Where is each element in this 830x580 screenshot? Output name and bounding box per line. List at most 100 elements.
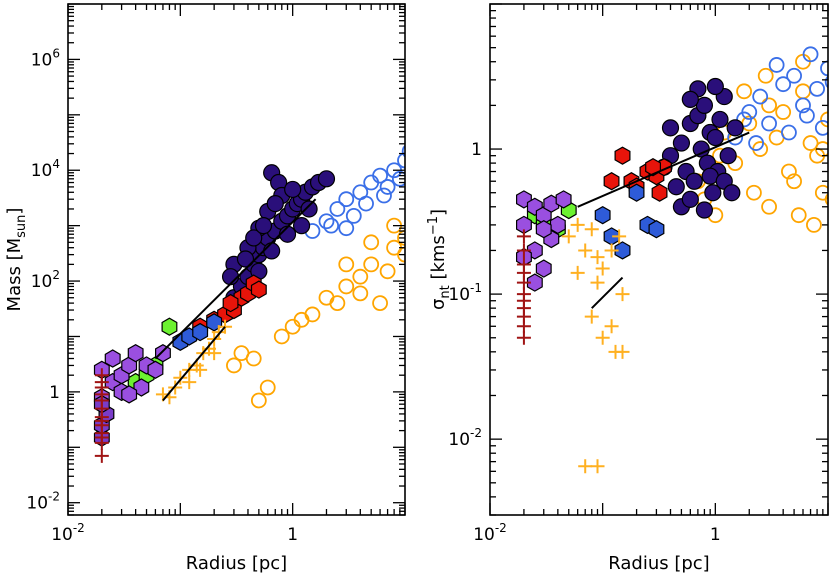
tick-label: 1	[710, 525, 721, 545]
data-point	[762, 98, 776, 112]
x-axis-label: Radius [pc]	[186, 553, 287, 574]
data-point	[499, 130, 513, 144]
data-point	[510, 120, 524, 134]
tick-label: 1	[471, 140, 482, 160]
data-point	[668, 179, 684, 195]
data-point	[339, 279, 353, 293]
data-point	[585, 222, 599, 236]
data-point	[549, 94, 563, 108]
data-point	[517, 229, 531, 243]
data-point	[605, 319, 619, 333]
data-point	[591, 459, 605, 473]
data-point	[407, 279, 421, 293]
y-axis-label: σnt [kms−1]	[426, 209, 453, 310]
data-point	[596, 331, 610, 345]
data-point	[421, 155, 435, 169]
data-point	[787, 69, 801, 83]
data-point	[364, 235, 378, 249]
data-point	[459, 202, 473, 216]
x-axis-label: Radius [pc]	[608, 553, 709, 574]
data-point	[339, 257, 353, 271]
data-point	[604, 173, 619, 190]
data-point	[223, 295, 238, 312]
data-point	[578, 243, 592, 257]
data-point	[264, 243, 280, 259]
data-point	[381, 180, 395, 194]
data-point	[427, 141, 441, 155]
data-point	[466, 176, 480, 190]
data-point	[318, 171, 334, 187]
data-point	[686, 173, 702, 189]
data-point	[364, 257, 378, 271]
data-point	[652, 184, 667, 201]
data-point	[747, 186, 761, 200]
data-point	[193, 324, 208, 341]
data-point	[432, 159, 446, 173]
data-point	[252, 393, 266, 407]
tick-label: 10-2	[51, 521, 85, 545]
tick-label: 10-2	[448, 426, 482, 450]
data-point	[796, 84, 810, 98]
data-point	[505, 159, 519, 173]
data-point	[616, 345, 630, 359]
data-point	[776, 105, 790, 119]
y-axis-label: Mass [Msun]	[4, 208, 29, 312]
data-point	[727, 120, 743, 136]
data-point	[523, 153, 537, 167]
data-point	[436, 149, 450, 163]
data-point	[737, 84, 751, 98]
data-point	[673, 135, 689, 151]
data-point	[762, 117, 776, 131]
data-point	[807, 218, 821, 232]
data-point	[533, 137, 547, 151]
data-point	[662, 120, 678, 136]
tick-label: 1	[49, 383, 60, 403]
data-point	[364, 176, 378, 190]
data-point	[452, 125, 466, 139]
data-point	[564, 108, 578, 122]
data-point	[234, 346, 248, 360]
tick-label: 10-2	[26, 490, 60, 514]
tick-label: 102	[31, 268, 60, 292]
data-point	[339, 221, 353, 235]
data-point	[530, 125, 544, 139]
data-point	[555, 81, 569, 95]
data-point	[720, 148, 736, 164]
data-point	[649, 221, 664, 238]
data-point	[418, 137, 432, 151]
plot-area	[95, 61, 578, 463]
data-point	[305, 307, 319, 321]
data-point	[223, 269, 239, 285]
tick-label: 1	[287, 525, 298, 545]
data-point	[530, 98, 544, 112]
data-point	[477, 163, 491, 177]
data-point	[128, 345, 143, 362]
data-point	[95, 449, 109, 463]
data-point	[712, 111, 728, 127]
data-point	[555, 61, 569, 75]
data-point	[319, 291, 333, 305]
data-point	[561, 86, 575, 100]
data-point	[280, 226, 296, 242]
data-point	[448, 163, 462, 177]
data-point	[477, 113, 491, 127]
data-point	[443, 197, 457, 211]
data-point	[252, 281, 267, 298]
data-point	[616, 287, 630, 301]
data-point	[427, 192, 441, 206]
data-point	[295, 313, 309, 327]
data-point	[162, 318, 177, 335]
data-point	[682, 191, 698, 207]
data-point	[373, 296, 387, 310]
data-point	[544, 86, 558, 100]
data-point	[261, 380, 275, 394]
data-point	[571, 266, 585, 280]
tick-label: 10-2	[473, 521, 507, 545]
data-point	[407, 147, 421, 161]
data-point	[585, 310, 599, 324]
data-point	[452, 185, 466, 199]
tick-label: 104	[31, 157, 60, 181]
